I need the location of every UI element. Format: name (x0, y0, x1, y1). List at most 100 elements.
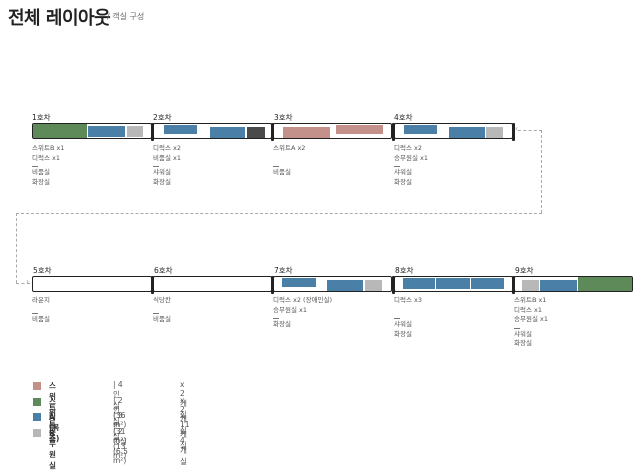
legend-name: 디럭스 (49, 412, 56, 443)
room-deluxe (436, 278, 470, 289)
car-5-facility: 비품실 (32, 314, 50, 323)
divider (394, 166, 400, 167)
car-7-info: 디럭스 x2 (장애인실) 승무원실 x1 화장실 (273, 296, 332, 330)
legend-count: x 2 개실 (180, 380, 187, 419)
coupler (392, 123, 395, 141)
car-6-body (153, 276, 272, 292)
room-deluxe-accessible (282, 278, 316, 287)
car-8-facility: 샤워실 (394, 320, 412, 328)
connector-line (541, 130, 542, 213)
car-5-label: 5호차 (33, 266, 52, 275)
coupler (271, 276, 274, 294)
room-crew (127, 126, 143, 137)
divider (394, 318, 400, 319)
car-4-label: 4호차 (394, 113, 413, 122)
connector-line (16, 213, 17, 283)
car-8-info-line: 디럭스 x3 (394, 296, 422, 304)
legend-name: 승무원실 (49, 427, 56, 470)
car-2-label: 2호차 (153, 113, 172, 122)
car-2-info: 디럭스 x2 비품실 x1 샤워실 화장실 (153, 144, 181, 187)
room-suite-b (33, 124, 87, 138)
car-4-info: 디럭스 x2 승무원실 x1 샤워실 화장실 (394, 144, 428, 187)
room-suite-b (578, 277, 632, 291)
car-6 (153, 276, 272, 292)
page-title: 전체 레이아웃 (8, 8, 111, 29)
car-2-facility: 화장실 (153, 177, 171, 186)
car-3 (273, 123, 392, 139)
car-6-facility: 비품실 (153, 314, 171, 323)
car-8-info: 디럭스 x3 샤워실 화장실 (394, 296, 422, 339)
legend-swatch (33, 397, 41, 406)
room-deluxe (471, 278, 504, 289)
car-2 (153, 123, 272, 139)
room-deluxe (88, 126, 125, 137)
legend-capacity: | 2인실 (31 m²) (113, 395, 127, 445)
car-8-facility: 화장실 (394, 329, 412, 338)
divider (514, 327, 520, 329)
room-suite-a (283, 127, 330, 138)
room-deluxe (403, 278, 435, 289)
car-4-info-line: 디럭스 x2 (394, 144, 422, 152)
car-3-info: 스위트A x2 비품실 (273, 144, 305, 178)
room-storage (247, 127, 265, 138)
car-3-label: 3호차 (274, 113, 293, 122)
room-deluxe (164, 125, 197, 134)
car-7-label: 7호차 (274, 266, 293, 275)
car-1-facility: 비품실 (32, 168, 50, 176)
car-3-facility: 비품실 (273, 168, 291, 176)
car-7-info-line: 디럭스 x2 (장애인실) (273, 296, 333, 304)
car-9 (514, 276, 633, 292)
legend-name: 스위트 B (49, 396, 56, 438)
legend-count: x 4 개실 (180, 426, 187, 466)
car-7-facility: 화장실 (273, 320, 291, 328)
car-1-facility: 화장실 (32, 177, 50, 186)
legend-count: x 2 개실 (180, 395, 187, 435)
legend-capacity: | 2인실 (6.5 m²) (113, 426, 128, 465)
divider (273, 166, 279, 167)
room-deluxe (327, 280, 363, 291)
divider (273, 318, 279, 319)
divider (32, 312, 38, 314)
car-9-label: 9호차 (515, 266, 534, 275)
car-8 (394, 276, 513, 292)
car-5-body (32, 276, 152, 292)
legend-name: 스위트 A (복층) (49, 381, 60, 443)
legend-swatch (33, 428, 41, 437)
divider (153, 312, 159, 314)
room-crew (522, 280, 539, 291)
car-9-info-line: 승무원실 x1 (514, 315, 548, 323)
divider (153, 166, 159, 167)
car-9-info-line: 스위트B x1 (514, 296, 547, 304)
room-deluxe (210, 127, 245, 138)
car-1 (32, 123, 152, 139)
car-4-facility: 샤워실 (394, 168, 412, 176)
car-1-info-line: 디럭스 x1 (32, 153, 60, 162)
car-9-info-line: 디럭스 x1 (514, 305, 542, 314)
car-1-info: 스위트B x1 디럭스 x1 비품실 화장실 (32, 144, 64, 187)
coupler (512, 123, 515, 141)
car-7 (273, 276, 392, 292)
car-5 (32, 276, 152, 292)
coupler (151, 123, 154, 141)
car-2-info-line: 비품실 x1 (153, 153, 181, 162)
car-6-info-line: 식당칸 (153, 296, 171, 304)
room-deluxe (404, 125, 437, 134)
room-crew (365, 280, 382, 291)
car-5-info: 라운지 비품실 (32, 296, 50, 324)
connector-line (16, 213, 542, 214)
car-9-facility: 화장실 (514, 339, 532, 347)
divider (32, 166, 38, 167)
car-6-info: 식당칸 비품실 (153, 296, 171, 324)
car-9-facility: 샤워실 (514, 329, 532, 338)
car-1-info-line: 스위트B x1 (32, 144, 65, 152)
page-subtitle: / 객실 구성 (107, 12, 145, 21)
connector-line (16, 283, 30, 284)
car-7-info-line: 승무원실 x1 (273, 305, 307, 314)
room-crew (486, 127, 503, 138)
car-1-label: 1호차 (32, 113, 51, 122)
coupler (392, 276, 395, 294)
coupler (151, 276, 154, 294)
car-8-label: 8호차 (395, 266, 414, 275)
coupler (271, 123, 274, 141)
legend-swatch (33, 413, 41, 421)
